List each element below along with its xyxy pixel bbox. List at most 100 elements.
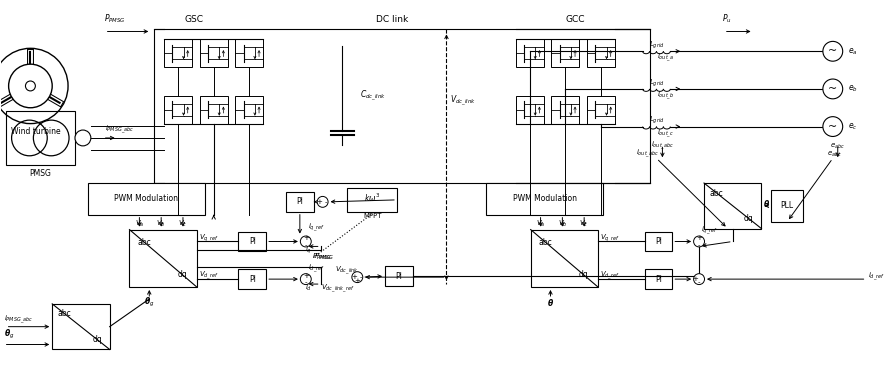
Text: -: - bbox=[305, 280, 307, 286]
Bar bbox=[200, 96, 228, 123]
Text: +: + bbox=[696, 235, 702, 241]
Text: PMSG: PMSG bbox=[29, 169, 51, 178]
Circle shape bbox=[26, 81, 35, 91]
Text: PI: PI bbox=[395, 272, 402, 280]
Text: +: + bbox=[303, 273, 308, 279]
Circle shape bbox=[300, 274, 311, 285]
Bar bbox=[587, 40, 615, 67]
Bar bbox=[704, 183, 761, 229]
Text: $P_{PMSG}$: $P_{PMSG}$ bbox=[314, 252, 334, 263]
Text: $V_b$: $V_b$ bbox=[156, 219, 166, 229]
Text: PLL: PLL bbox=[781, 201, 794, 210]
Bar bbox=[164, 96, 192, 123]
Text: $V_{dc\_link\_ref}$: $V_{dc\_link\_ref}$ bbox=[321, 283, 354, 295]
Text: $L_{grid}$: $L_{grid}$ bbox=[649, 115, 664, 126]
Text: +: + bbox=[351, 275, 357, 280]
Text: $V_a$: $V_a$ bbox=[135, 219, 144, 229]
Bar bbox=[772, 190, 803, 222]
Bar bbox=[236, 40, 263, 67]
Text: dq: dq bbox=[92, 335, 102, 344]
Bar bbox=[129, 230, 197, 287]
Text: $i_{out\_b}$: $i_{out\_b}$ bbox=[657, 90, 674, 102]
Text: PI: PI bbox=[249, 275, 256, 283]
Circle shape bbox=[823, 79, 843, 99]
Text: +: + bbox=[354, 278, 361, 284]
Text: +: + bbox=[303, 235, 308, 241]
Text: $i_{q\_ref}$: $i_{q\_ref}$ bbox=[701, 225, 718, 237]
Text: $V_c$: $V_c$ bbox=[579, 219, 589, 229]
Text: $i_{PMSG\_abc}$: $i_{PMSG\_abc}$ bbox=[105, 124, 134, 136]
Text: -: - bbox=[698, 242, 700, 248]
Circle shape bbox=[75, 130, 91, 146]
Text: $V_{d\_ref}$: $V_{d\_ref}$ bbox=[600, 270, 619, 282]
Text: MPPT: MPPT bbox=[363, 213, 381, 219]
Bar bbox=[516, 40, 543, 67]
Bar bbox=[385, 266, 413, 286]
Circle shape bbox=[694, 236, 704, 247]
Bar bbox=[200, 40, 228, 67]
Circle shape bbox=[300, 236, 311, 247]
Text: $e_a$: $e_a$ bbox=[848, 46, 858, 57]
Text: $\boldsymbol{\theta}_g$: $\boldsymbol{\theta}_g$ bbox=[4, 328, 14, 341]
Text: ~: ~ bbox=[828, 46, 837, 56]
Bar bbox=[286, 192, 314, 212]
Bar bbox=[88, 183, 205, 215]
Bar bbox=[238, 269, 266, 289]
Text: DC link: DC link bbox=[376, 15, 408, 24]
Text: PI: PI bbox=[297, 197, 303, 206]
Text: $i_{d\_ref}$: $i_{d\_ref}$ bbox=[307, 263, 324, 275]
Text: $\boldsymbol{\theta}_g$: $\boldsymbol{\theta}_g$ bbox=[144, 296, 154, 310]
Text: $V_c$: $V_c$ bbox=[178, 219, 188, 229]
Bar bbox=[516, 96, 543, 123]
Text: $V_{dc\_link}$: $V_{dc\_link}$ bbox=[336, 265, 360, 277]
Text: -: - bbox=[360, 275, 362, 280]
Text: $i_{out\_c}$: $i_{out\_c}$ bbox=[657, 128, 674, 140]
Text: $P_{PMSG}$: $P_{PMSG}$ bbox=[312, 252, 331, 263]
Text: -: - bbox=[698, 280, 700, 286]
Text: ~: ~ bbox=[828, 122, 837, 132]
Text: dq: dq bbox=[177, 270, 187, 279]
Text: $i_{q\_ref}$: $i_{q\_ref}$ bbox=[307, 222, 324, 234]
Text: Wind turbine: Wind turbine bbox=[11, 127, 60, 136]
Bar bbox=[347, 188, 397, 212]
Text: $e_{abc}$: $e_{abc}$ bbox=[828, 150, 843, 159]
Text: $V_{q\_ref}$: $V_{q\_ref}$ bbox=[600, 232, 619, 245]
Text: dq: dq bbox=[579, 270, 588, 279]
Bar bbox=[645, 269, 672, 289]
Text: $V_{dc\_link}$: $V_{dc\_link}$ bbox=[450, 94, 477, 108]
Text: $e_b$: $e_b$ bbox=[848, 84, 858, 94]
Text: $i_{out\_abc}$: $i_{out\_abc}$ bbox=[636, 148, 659, 160]
Circle shape bbox=[694, 274, 704, 285]
Text: PWM Modulation: PWM Modulation bbox=[512, 194, 577, 203]
Text: -: - bbox=[325, 199, 328, 205]
Text: -: - bbox=[305, 242, 307, 248]
Text: dq: dq bbox=[744, 214, 754, 223]
Text: $V_b$: $V_b$ bbox=[557, 219, 567, 229]
Text: PI: PI bbox=[655, 275, 662, 283]
Text: PI: PI bbox=[249, 237, 256, 246]
Text: $k \omega^3$: $k \omega^3$ bbox=[364, 192, 380, 204]
Bar bbox=[154, 29, 649, 183]
Text: $P_u$: $P_u$ bbox=[722, 12, 732, 25]
Text: abc: abc bbox=[710, 189, 724, 198]
Text: $P_{PMSG}$: $P_{PMSG}$ bbox=[104, 12, 126, 25]
Text: +: + bbox=[693, 276, 698, 282]
Text: $i_{d\_ref}$: $i_{d\_ref}$ bbox=[868, 271, 885, 283]
Text: $L_{grid}$: $L_{grid}$ bbox=[649, 40, 664, 51]
Text: abc: abc bbox=[539, 238, 552, 247]
Bar bbox=[52, 304, 110, 350]
Bar bbox=[531, 230, 598, 287]
Text: abc: abc bbox=[137, 238, 152, 247]
Text: ~: ~ bbox=[828, 84, 837, 94]
Text: $V_{d\_ref}$: $V_{d\_ref}$ bbox=[198, 270, 219, 282]
Bar bbox=[551, 96, 579, 123]
Text: $e_c$: $e_c$ bbox=[848, 121, 858, 132]
Text: $V_a$: $V_a$ bbox=[536, 219, 545, 229]
Bar bbox=[5, 111, 75, 165]
Bar bbox=[551, 40, 579, 67]
Text: $\boldsymbol{\theta}$: $\boldsymbol{\theta}$ bbox=[547, 297, 554, 308]
Circle shape bbox=[823, 117, 843, 137]
Text: PI: PI bbox=[655, 237, 662, 246]
Text: GSC: GSC bbox=[184, 15, 204, 24]
Text: $\boldsymbol{\theta}$: $\boldsymbol{\theta}$ bbox=[764, 198, 771, 209]
